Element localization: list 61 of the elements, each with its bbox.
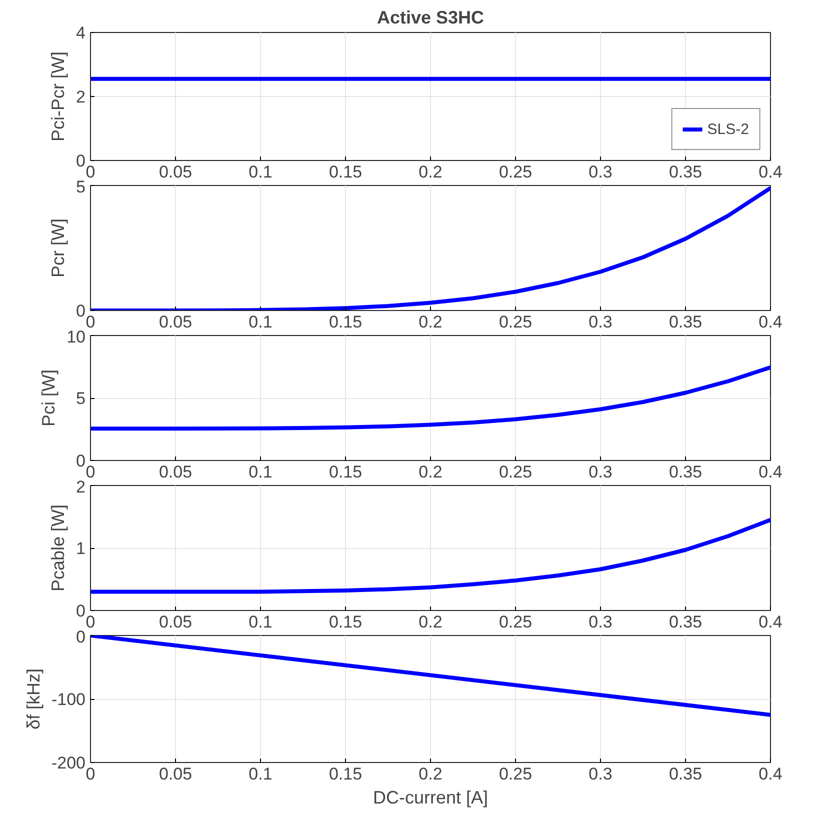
x-tick-label: 0.2 <box>418 162 442 182</box>
x-tick-label: 0.25 <box>498 162 532 182</box>
x-tick-label: 0.25 <box>498 764 532 784</box>
x-tick-label: 0.05 <box>158 462 192 482</box>
y-axis-title: Pcr [W] <box>48 218 68 278</box>
x-tick-label: 0.15 <box>328 162 362 182</box>
y-tick-label: 1 <box>76 539 86 558</box>
x-tick-label: 0.4 <box>758 162 782 182</box>
x-tick-label: 0.1 <box>248 162 272 182</box>
x-tick-label: 0.05 <box>158 612 192 632</box>
x-tick-label: 0.3 <box>588 612 612 632</box>
x-tick-label: 0.15 <box>328 764 362 784</box>
x-tick-label: 0.2 <box>418 764 442 784</box>
x-tick-label: 0.2 <box>418 312 442 332</box>
x-tick-label: 0.25 <box>498 312 532 332</box>
x-tick-label: 0.4 <box>758 312 782 332</box>
x-axis-title: DC-current [A] <box>372 788 488 808</box>
x-tick-label: 0.35 <box>668 312 702 332</box>
x-tick-label: 0.35 <box>668 764 702 784</box>
x-tick-label: 0.3 <box>588 162 612 182</box>
line-series <box>90 518 770 594</box>
x-tick-label: 0.35 <box>668 462 702 482</box>
y-axis-title: Pcable [W] <box>48 504 68 592</box>
x-tick-label: 0.25 <box>498 462 532 482</box>
y-tick-label: 2 <box>76 88 86 106</box>
y-tick-label: -100 <box>51 690 86 709</box>
x-tick-label: 0.3 <box>588 312 612 332</box>
x-tick-label: 0.3 <box>588 764 612 784</box>
line-series <box>90 365 770 431</box>
x-tick-label: 0.35 <box>668 612 702 632</box>
x-tick-label: 0.1 <box>248 462 272 482</box>
y-tick-label: -200 <box>51 754 86 772</box>
x-tick-label: 0.4 <box>758 462 782 482</box>
x-tick-label: 0.15 <box>328 612 362 632</box>
x-tick-label: 0.4 <box>758 764 782 784</box>
x-tick-label: 0.3 <box>588 462 612 482</box>
y-tick-label: 10 <box>66 328 86 346</box>
x-tick-label: 0.1 <box>248 612 272 632</box>
y-tick-label: 0 <box>76 628 86 646</box>
legend-label: SLS-2 <box>707 120 749 138</box>
x-tick-label: 0.25 <box>498 612 532 632</box>
y-axis-title: Pci [W] <box>38 370 59 426</box>
chart-title: Active S3HC <box>376 8 484 28</box>
x-tick-label: 0.35 <box>668 162 702 182</box>
x-tick-label: 0.1 <box>248 764 272 784</box>
x-tick-label: 0.05 <box>158 764 192 784</box>
y-tick-label: 2 <box>76 478 86 496</box>
x-tick-label: 0.1 <box>248 312 272 332</box>
x-tick-label: 0.2 <box>418 612 442 632</box>
x-tick-label: 0.15 <box>328 312 362 332</box>
x-tick-label: 0.2 <box>418 462 442 482</box>
y-axis-title: Pci-Pcr [W] <box>48 51 68 142</box>
x-tick-label: 0.15 <box>328 462 362 482</box>
x-tick-label: 0.05 <box>158 312 192 332</box>
y-tick-label: 4 <box>76 24 86 42</box>
x-tick-label: 0.4 <box>758 612 782 632</box>
y-tick-label: 5 <box>76 389 86 408</box>
x-tick-label: 0.05 <box>158 162 192 182</box>
y-tick-label: 5 <box>76 178 86 196</box>
line-series <box>90 186 770 310</box>
y-axis-title: δf [kHz] <box>23 668 44 730</box>
